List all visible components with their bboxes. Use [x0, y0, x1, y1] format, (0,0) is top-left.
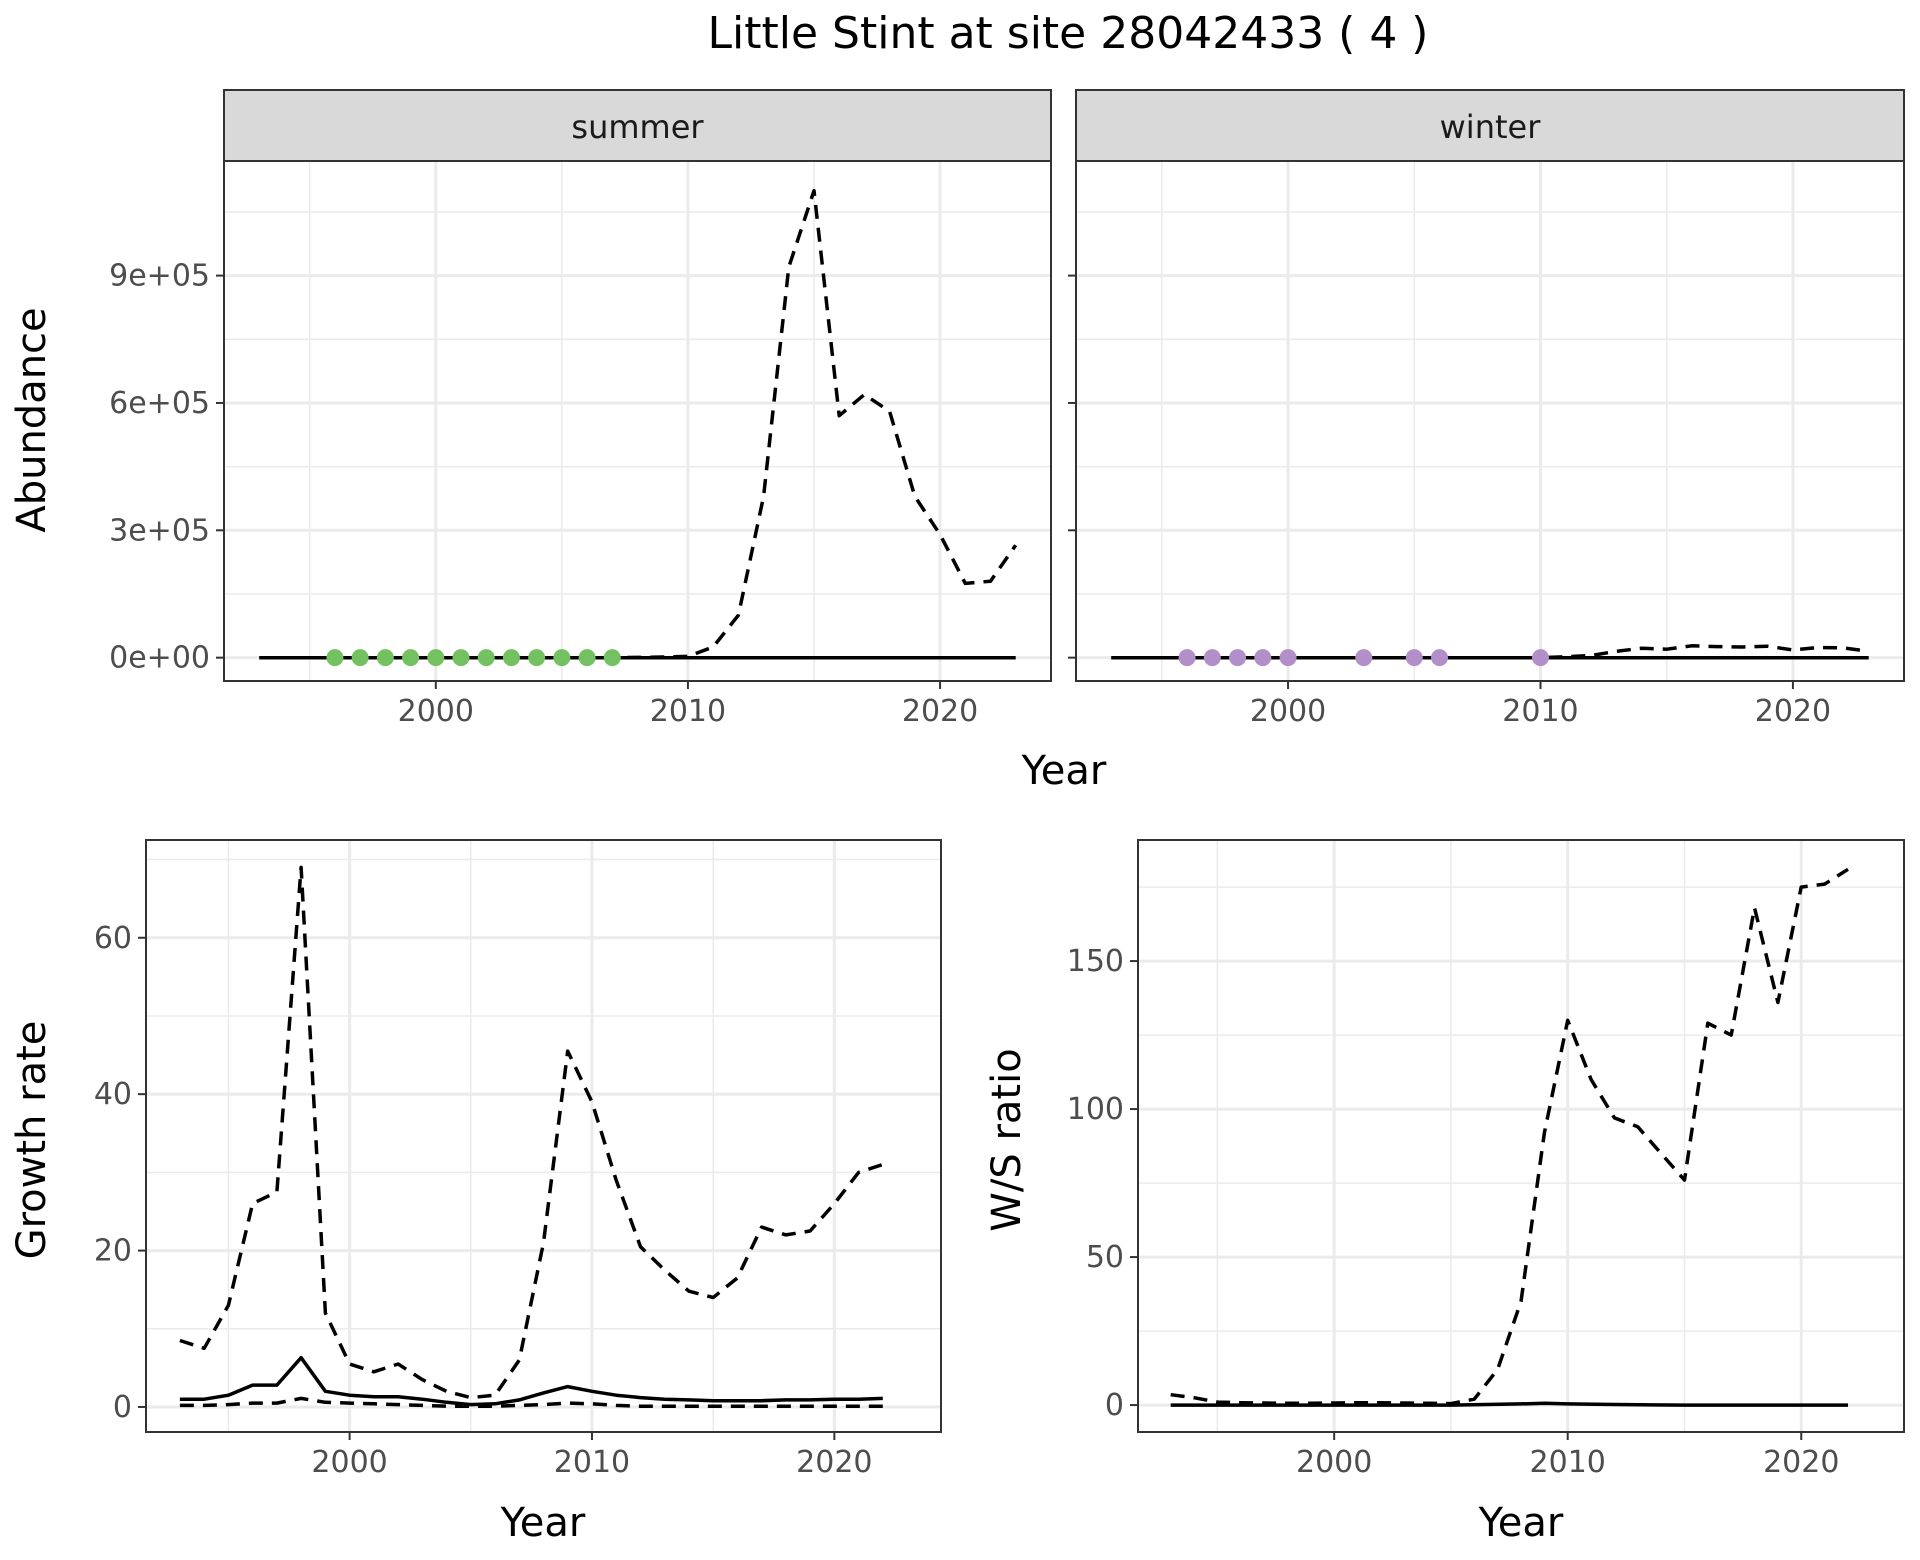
data-point-summer [351, 649, 369, 667]
data-point-winter [1279, 649, 1297, 667]
data-point-winter [1254, 649, 1272, 667]
data-point-summer [477, 649, 495, 667]
plot-area-growth-rate: 2000 2010 2020 0 20 40 60 [94, 839, 942, 1480]
plot-area-ws-ratio: 2000 2010 2020 0 50 100 150 [1067, 839, 1905, 1480]
data-point-summer [603, 649, 621, 667]
data-point-summer [578, 649, 596, 667]
data-point-winter [1229, 649, 1247, 667]
panel-border-growth [145, 839, 942, 1433]
series-line-ratio-0-dashed [1170, 867, 1849, 1406]
y-tick-label-summer: 0e+00 [109, 641, 210, 676]
data-point-summer [553, 649, 571, 667]
y-tick-label-ratio: 100 [1067, 1092, 1124, 1127]
x-tick-label-ratio: 2010 [1530, 1445, 1606, 1480]
panel-ws-ratio: 2000 2010 2020 0 50 100 150 [1067, 839, 1905, 1480]
data-point-summer [502, 649, 520, 667]
panel-growth-rate: 2000 2010 2020 0 20 40 60 [94, 839, 942, 1480]
data-point-summer [376, 649, 394, 667]
y-axis-title-ws-ratio: W/S ratio [984, 1048, 1030, 1231]
x-tick-label-summer: 2010 [650, 694, 726, 729]
strip-summer [223, 89, 1052, 162]
strip-label-summer: summer [571, 108, 704, 146]
data-point-summer [326, 649, 344, 667]
strip-label-winter: winter [1440, 108, 1542, 146]
y-tick-label-summer: 9e+05 [109, 259, 210, 294]
y-tick-label-growth: 20 [94, 1234, 132, 1269]
panel-summer: summer 2000 2010 2020 0e+00 3e+05 6e+05 9e+05 [109, 89, 1052, 729]
data-point-summer [402, 649, 420, 667]
plot-area-summer: 2000 2010 2020 0e+00 3e+05 6e+05 9e+05 [109, 160, 1052, 729]
figure-title: Little Stint at site 28042433 ( 4 ) [708, 8, 1429, 59]
y-tick-label-growth: 60 [94, 921, 132, 956]
plot-area-winter: 2000 2010 2020 [1068, 160, 1905, 729]
series-line-growth-1-solid [179, 1355, 883, 1407]
series-line-growth-2-dashed [179, 1396, 883, 1408]
y-tick-label-growth: 40 [94, 1077, 132, 1112]
y-axis-title-abundance: Abundance [9, 307, 55, 532]
x-tick-label-winter: 2000 [1250, 694, 1326, 729]
panel-border-summer [223, 160, 1052, 682]
x-tick-label-winter: 2010 [1502, 694, 1578, 729]
panel-border-ratio [1137, 839, 1905, 1433]
x-tick-label-ratio: 2020 [1763, 1445, 1839, 1480]
x-axis-title-growth: Year [500, 1500, 586, 1546]
data-point-winter [1203, 649, 1221, 667]
series-line-growth-0-dashed [179, 865, 884, 1400]
panel-border-winter [1075, 160, 1905, 682]
y-tick-label-ratio: 0 [1105, 1388, 1124, 1423]
data-point-summer [452, 649, 470, 667]
y-axis-title-growth-rate: Growth rate [9, 1021, 55, 1260]
x-tick-label-growth: 2010 [554, 1445, 630, 1480]
x-tick-label-summer: 2020 [902, 694, 978, 729]
y-tick-label-summer: 3e+05 [109, 513, 210, 548]
data-point-winter [1178, 649, 1196, 667]
strip-winter [1075, 89, 1905, 162]
y-tick-label-growth: 0 [113, 1390, 132, 1425]
data-point-summer [427, 649, 445, 667]
panel-winter: winter 2000 2010 2020 [1068, 89, 1905, 729]
y-tick-label-summer: 6e+05 [109, 386, 210, 421]
y-tick-label-ratio: 150 [1067, 944, 1124, 979]
x-tick-label-growth: 2020 [796, 1445, 872, 1480]
data-point-winter [1431, 649, 1449, 667]
data-point-summer [528, 649, 546, 667]
x-tick-label-summer: 2000 [398, 694, 474, 729]
y-tick-label-ratio: 50 [1086, 1240, 1124, 1275]
data-point-winter [1405, 649, 1423, 667]
data-point-winter [1355, 649, 1373, 667]
x-axis-title-ratio: Year [1478, 1500, 1564, 1546]
series-line-ratio-1-solid [1170, 1401, 1848, 1407]
x-tick-label-winter: 2020 [1755, 694, 1831, 729]
data-point-winter [1531, 649, 1549, 667]
x-axis-title-top: Year [1021, 748, 1107, 794]
x-tick-label-ratio: 2000 [1296, 1445, 1372, 1480]
x-tick-label-growth: 2000 [311, 1445, 387, 1480]
